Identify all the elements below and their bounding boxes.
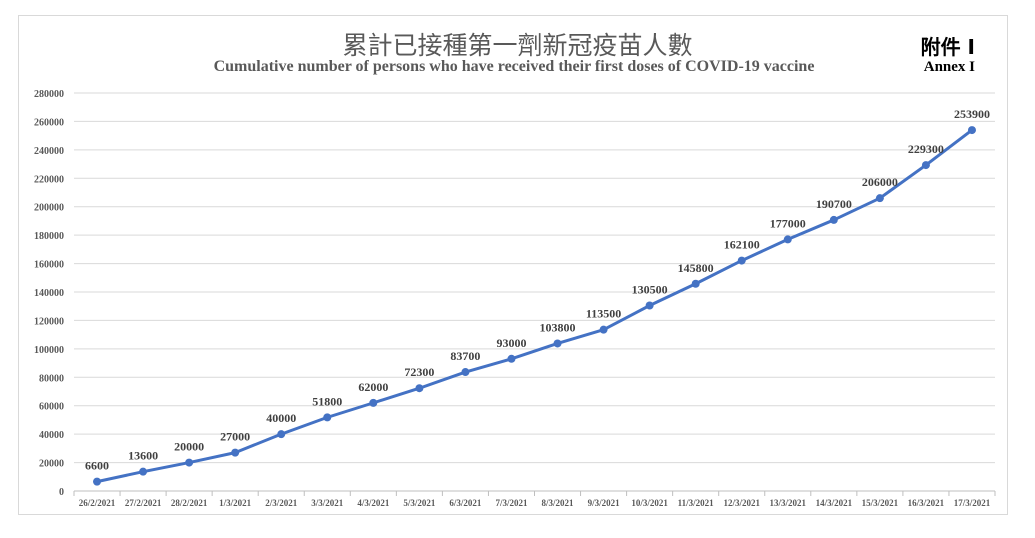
data-label: 93000	[496, 336, 526, 350]
data-label: 145800	[678, 261, 714, 275]
y-tick-label: 20000	[39, 459, 64, 470]
y-tick-label: 220000	[34, 174, 64, 185]
data-label: 27000	[220, 430, 250, 444]
x-tick-label: 16/3/2021	[908, 498, 945, 508]
x-tick-label: 14/3/2021	[816, 498, 853, 508]
x-tick-label: 5/3/2021	[403, 498, 436, 508]
data-label: 103800	[540, 320, 576, 334]
data-label: 51800	[312, 394, 342, 408]
data-label: 229300	[908, 142, 944, 156]
x-tick-label: 3/3/2021	[311, 498, 344, 508]
x-tick-label: 10/3/2021	[631, 498, 668, 508]
data-point	[461, 368, 470, 377]
data-label: 206000	[862, 175, 898, 189]
x-tick-label: 27/2/2021	[125, 498, 162, 508]
y-tick-label: 40000	[39, 430, 64, 441]
data-point	[967, 126, 976, 135]
x-tick-label: 6/3/2021	[449, 498, 482, 508]
data-point	[277, 430, 286, 439]
y-tick-label: 280000	[34, 89, 64, 100]
data-label: 20000	[174, 440, 204, 454]
data-label: 13600	[128, 449, 158, 463]
data-point	[599, 325, 608, 334]
x-tick-label: 26/2/2021	[79, 498, 116, 508]
data-label: 253900	[954, 107, 990, 121]
data-label: 72300	[404, 365, 434, 379]
x-tick-label: 2/3/2021	[265, 498, 298, 508]
data-label: 62000	[358, 380, 388, 394]
data-label: 177000	[770, 216, 806, 230]
x-tick-label: 1/3/2021	[219, 498, 252, 508]
y-tick-label: 200000	[34, 203, 64, 214]
y-tick-label: 140000	[34, 288, 64, 299]
data-point	[921, 161, 930, 170]
data-point	[507, 354, 516, 363]
annex-label-zh: 附件 I	[920, 35, 975, 59]
y-tick-label: 60000	[39, 402, 64, 413]
data-label: 83700	[450, 349, 480, 363]
y-tick-label: 80000	[39, 373, 64, 384]
y-tick-label: 120000	[34, 316, 64, 327]
data-point	[415, 384, 424, 393]
x-tick-label: 17/3/2021	[954, 498, 991, 508]
y-tick-label: 160000	[34, 260, 64, 271]
data-point	[645, 301, 654, 310]
data-point	[553, 339, 562, 348]
x-tick-label: 7/3/2021	[495, 498, 528, 508]
data-label: 162100	[724, 238, 760, 252]
data-point	[829, 215, 838, 224]
chart-title: 累計已接種第一劑新冠疫苗人數	[342, 31, 693, 60]
series-line	[96, 128, 973, 484]
y-tick-label: 100000	[34, 345, 64, 356]
x-tick-label: 4/3/2021	[357, 498, 390, 508]
x-tick-label: 8/3/2021	[542, 498, 575, 508]
y-tick-label: 180000	[34, 231, 64, 242]
y-tick-label: 240000	[34, 146, 64, 157]
data-point	[185, 458, 194, 467]
x-tick-label: 11/3/2021	[678, 498, 715, 508]
data-point	[323, 413, 332, 422]
data-point	[139, 467, 148, 476]
x-tick-label: 12/3/2021	[723, 498, 760, 508]
x-tick-label: 9/3/2021	[588, 498, 621, 508]
data-label: 40000	[266, 411, 296, 425]
x-tick-label: 13/3/2021	[770, 498, 807, 508]
chart-subtitle: Cumulative number of persons who have re…	[213, 58, 815, 75]
data-point	[369, 398, 378, 407]
data-label: 190700	[816, 197, 852, 211]
data-point	[231, 448, 240, 457]
data-label: 130500	[632, 283, 668, 297]
data-point	[875, 194, 884, 203]
annex-label-en: Annex I	[923, 59, 975, 75]
data-label: 113500	[586, 307, 621, 321]
y-tick-label: 0	[59, 487, 64, 498]
data-point	[93, 477, 102, 486]
chart-frame	[18, 15, 1008, 515]
data-label: 6600	[85, 459, 109, 473]
x-tick-label: 15/3/2021	[862, 498, 899, 508]
data-point	[691, 279, 700, 288]
y-tick-label: 260000	[34, 117, 64, 128]
data-point	[783, 235, 792, 244]
x-tick-label: 28/2/2021	[171, 498, 208, 508]
data-point	[737, 256, 746, 265]
